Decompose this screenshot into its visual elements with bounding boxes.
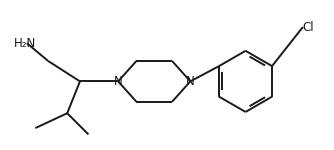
Text: N: N [186,75,195,88]
Text: Cl: Cl [303,21,315,33]
Text: H₂N: H₂N [14,37,36,50]
Text: N: N [114,75,123,88]
